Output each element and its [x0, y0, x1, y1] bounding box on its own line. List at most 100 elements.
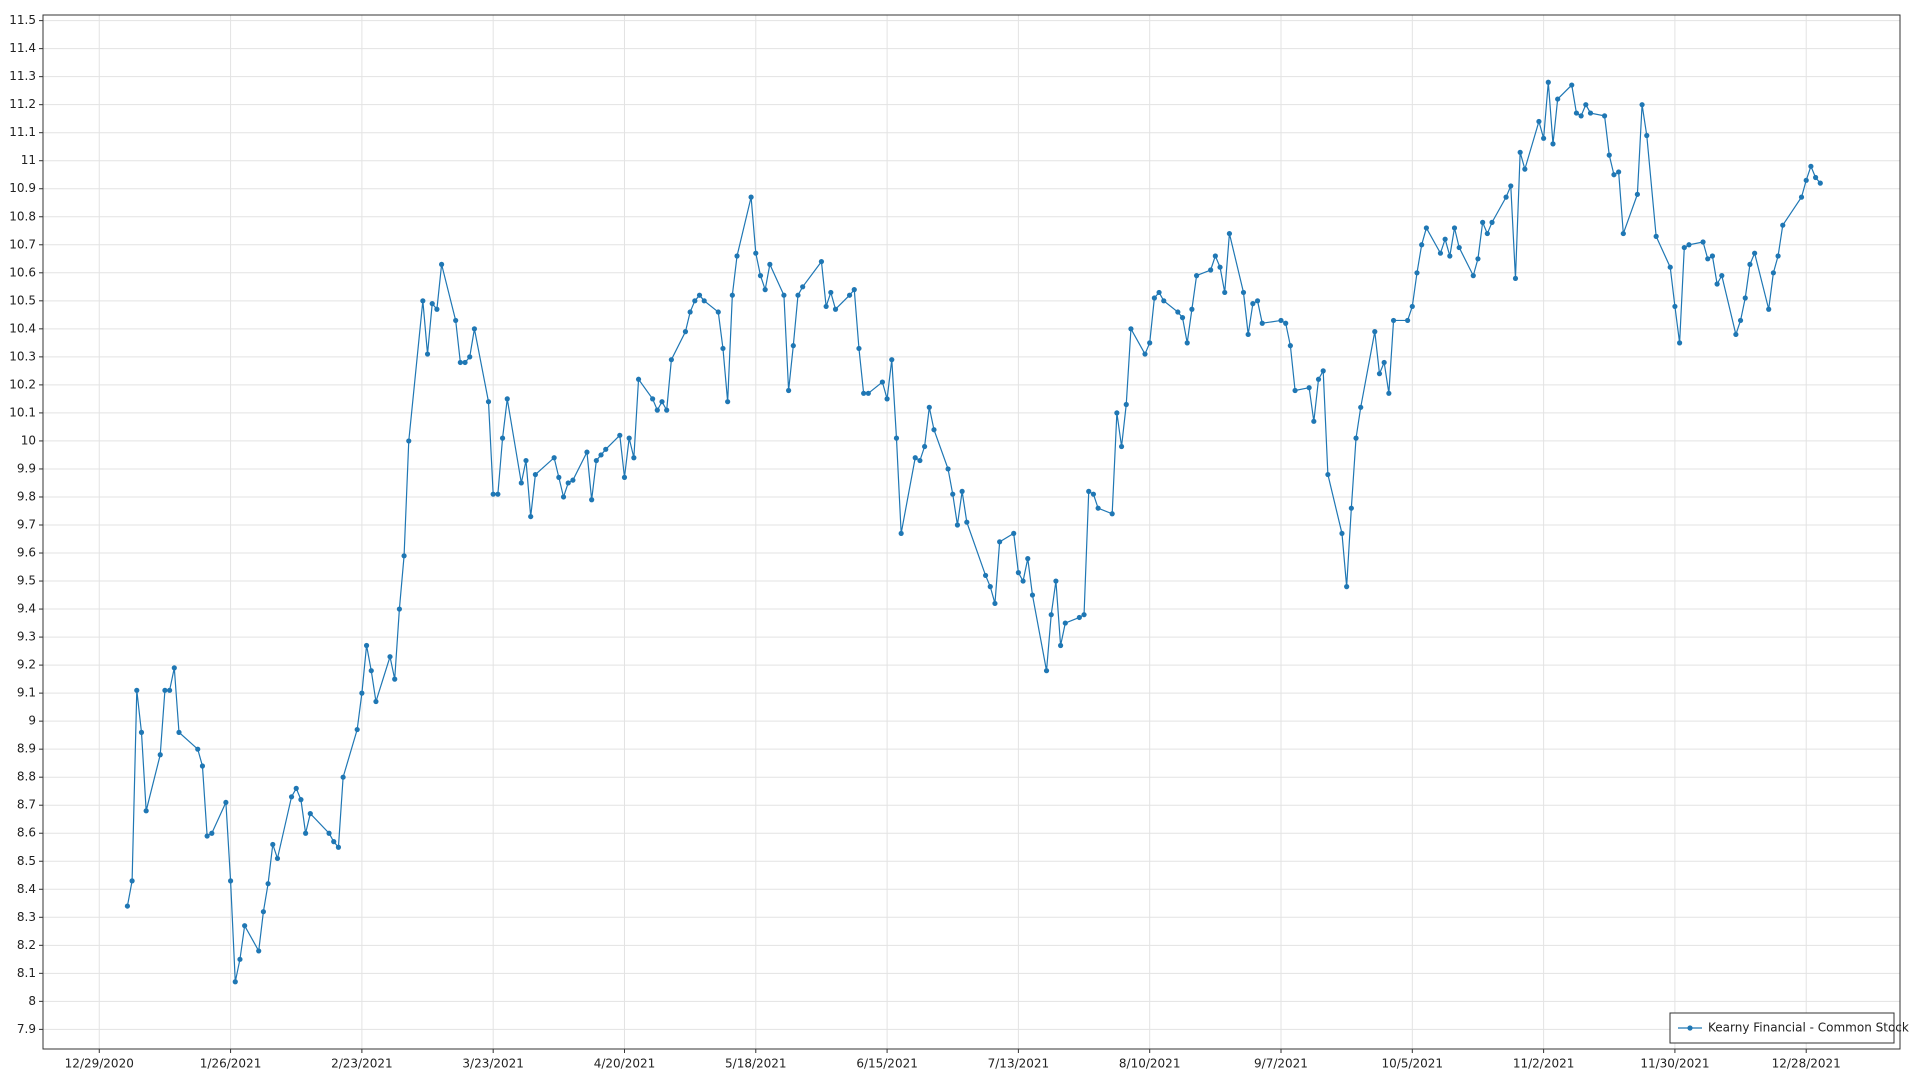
data-point — [335, 844, 342, 850]
data-point — [1808, 163, 1814, 169]
data-point — [242, 923, 248, 929]
data-point — [270, 841, 276, 848]
data-point — [565, 480, 571, 486]
data-point — [1484, 230, 1490, 237]
y-tick-label: 8.9 — [17, 742, 36, 756]
data-point — [298, 797, 304, 803]
legend-marker — [1687, 1025, 1693, 1031]
data-point — [1512, 275, 1519, 282]
data-point — [781, 292, 787, 298]
data-point — [1226, 230, 1233, 237]
data-point — [1456, 244, 1462, 251]
data-point — [922, 443, 928, 450]
data-point — [879, 379, 886, 385]
x-tick-label: 7/13/2021 — [988, 1057, 1050, 1071]
data-point — [734, 253, 740, 259]
data-point — [725, 399, 731, 405]
data-point — [1616, 169, 1622, 175]
data-point — [1057, 642, 1064, 649]
data-point — [931, 427, 937, 433]
series-line — [126, 82, 1821, 982]
data-point — [265, 881, 271, 887]
data-point — [954, 522, 961, 528]
y-tick-label: 9.7 — [17, 517, 36, 531]
data-point — [424, 351, 431, 357]
x-tick-label: 11/30/2021 — [1640, 1057, 1709, 1071]
data-point — [631, 455, 637, 461]
data-point — [593, 457, 599, 464]
data-point — [1212, 253, 1218, 259]
data-point — [1325, 471, 1331, 478]
data-point — [1550, 141, 1556, 147]
data-point — [701, 298, 707, 304]
data-point — [457, 359, 463, 366]
y-tick-label: 10.5 — [9, 293, 36, 307]
data-point — [729, 292, 735, 298]
data-point — [499, 435, 506, 441]
y-tick-label: 7.9 — [17, 1022, 36, 1036]
data-point — [1555, 96, 1561, 102]
data-point — [340, 774, 346, 780]
y-tick-label: 9.1 — [17, 686, 36, 700]
y-tick-label: 9.2 — [17, 658, 36, 672]
y-tick-label: 10.4 — [9, 321, 36, 335]
data-point — [143, 808, 149, 814]
data-point — [664, 407, 670, 413]
y-tick-label: 11.4 — [9, 41, 36, 55]
data-point — [1128, 326, 1134, 332]
data-point — [757, 273, 764, 279]
data-point — [767, 261, 773, 267]
data-point — [293, 785, 299, 791]
data-point — [551, 455, 557, 461]
data-point — [1569, 82, 1575, 88]
x-tick-label: 12/28/2021 — [1772, 1057, 1841, 1071]
data-point — [1667, 264, 1673, 270]
data-point — [453, 317, 459, 324]
data-point — [570, 477, 576, 483]
data-point — [1601, 113, 1608, 119]
data-point — [1118, 443, 1125, 450]
data-point — [1742, 295, 1748, 301]
data-point — [368, 668, 374, 674]
data-point — [1803, 177, 1809, 183]
data-point — [603, 446, 609, 452]
y-tick-label: 11.2 — [9, 97, 36, 111]
data-point — [762, 287, 768, 293]
data-point — [926, 404, 932, 410]
data-point — [1372, 329, 1378, 335]
data-point — [1522, 166, 1528, 172]
x-tick-label: 2/23/2021 — [331, 1057, 393, 1071]
y-tick-label: 10.3 — [9, 349, 36, 363]
data-point — [1254, 298, 1261, 304]
data-point — [959, 488, 965, 494]
data-point — [1709, 253, 1716, 259]
data-point — [1634, 191, 1640, 197]
data-point — [1315, 376, 1322, 382]
data-point — [429, 301, 435, 307]
data-point — [1208, 267, 1214, 273]
x-tick-label: 11/2/2021 — [1513, 1057, 1575, 1071]
data-point — [1259, 320, 1265, 326]
data-point — [1578, 113, 1584, 119]
x-tick-label: 5/18/2021 — [725, 1057, 787, 1071]
y-tick-label: 11.1 — [9, 125, 36, 139]
y-tick-label: 9.9 — [17, 461, 36, 475]
data-point — [387, 654, 393, 660]
data-point — [795, 292, 801, 298]
data-point — [828, 289, 834, 296]
data-point — [363, 642, 370, 649]
y-tick-label: 8.2 — [17, 938, 36, 952]
data-point — [687, 309, 693, 315]
data-point — [1817, 180, 1823, 186]
data-point — [307, 811, 313, 817]
data-point — [1306, 385, 1312, 391]
data-point — [1320, 368, 1326, 374]
data-point — [584, 449, 590, 455]
data-point — [1240, 289, 1247, 296]
data-point — [668, 357, 674, 363]
data-point — [621, 474, 628, 480]
data-point — [1020, 578, 1026, 584]
data-point — [1156, 289, 1162, 296]
data-point — [1217, 264, 1223, 270]
